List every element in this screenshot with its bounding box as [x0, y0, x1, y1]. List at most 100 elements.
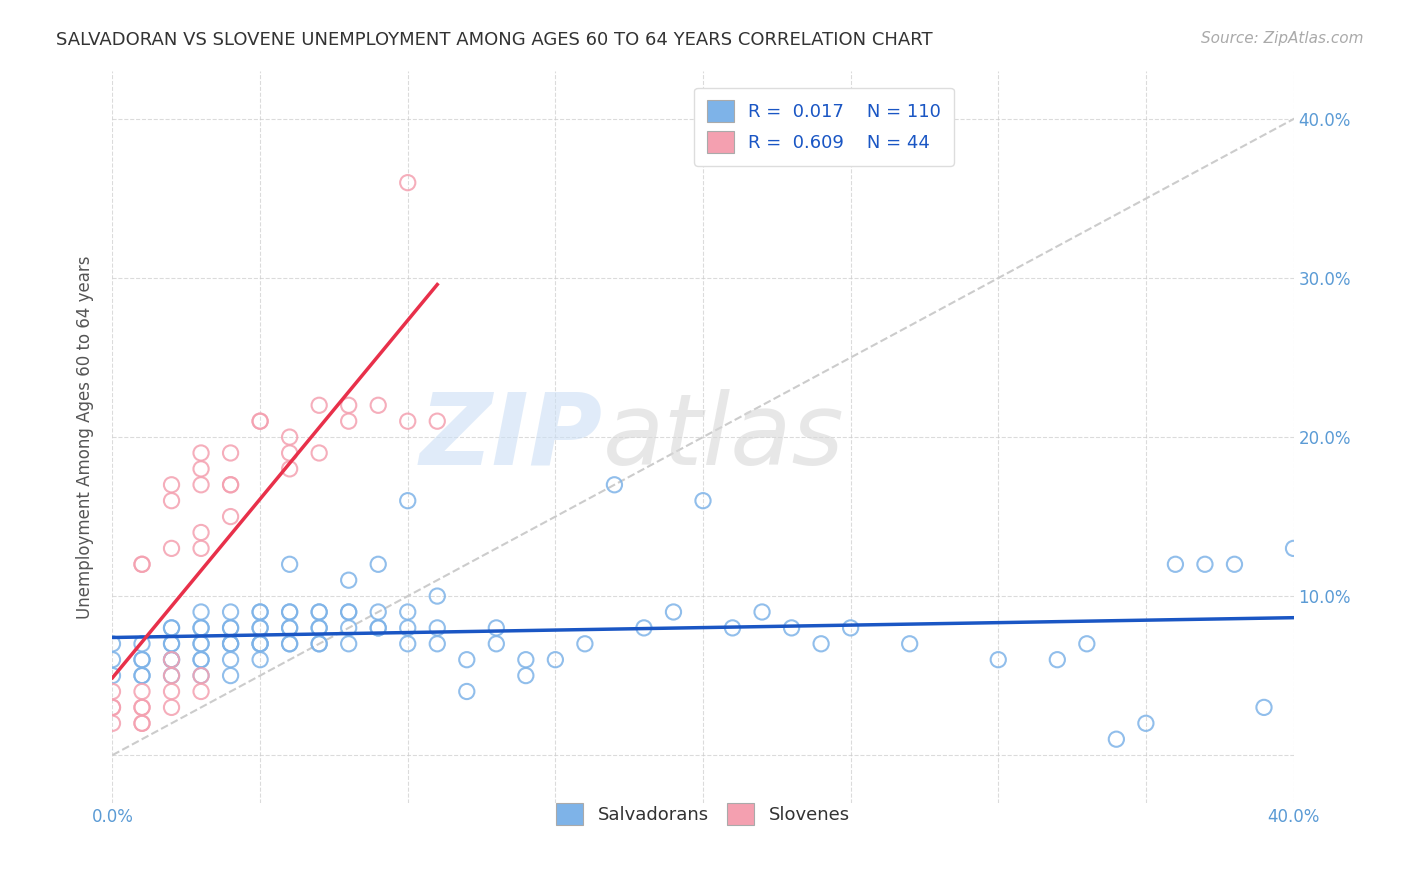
Point — [426, 414, 449, 428]
Point — [1105, 732, 1128, 747]
Point — [278, 446, 301, 460]
Point — [1076, 637, 1098, 651]
Point — [190, 605, 212, 619]
Point — [101, 637, 124, 651]
Point — [101, 716, 124, 731]
Point — [190, 637, 212, 651]
Point — [101, 700, 124, 714]
Point — [131, 700, 153, 714]
Point — [249, 637, 271, 651]
Point — [160, 684, 183, 698]
Point — [337, 414, 360, 428]
Point — [101, 700, 124, 714]
Point — [456, 684, 478, 698]
Point — [219, 477, 242, 491]
Point — [308, 446, 330, 460]
Point — [249, 621, 271, 635]
Text: Source: ZipAtlas.com: Source: ZipAtlas.com — [1201, 31, 1364, 46]
Point — [219, 621, 242, 635]
Point — [780, 621, 803, 635]
Point — [219, 637, 242, 651]
Point — [367, 558, 389, 572]
Point — [219, 653, 242, 667]
Point — [1194, 558, 1216, 572]
Point — [219, 621, 242, 635]
Point — [544, 653, 567, 667]
Point — [101, 684, 124, 698]
Point — [249, 637, 271, 651]
Point — [396, 493, 419, 508]
Point — [249, 605, 271, 619]
Point — [131, 700, 153, 714]
Text: ZIP: ZIP — [419, 389, 603, 485]
Point — [337, 398, 360, 412]
Point — [337, 621, 360, 635]
Point — [160, 668, 183, 682]
Point — [337, 637, 360, 651]
Point — [426, 621, 449, 635]
Point — [249, 621, 271, 635]
Point — [337, 605, 360, 619]
Point — [1223, 558, 1246, 572]
Point — [426, 589, 449, 603]
Point — [190, 637, 212, 651]
Point — [190, 446, 212, 460]
Point — [131, 684, 153, 698]
Point — [219, 477, 242, 491]
Text: SALVADORAN VS SLOVENE UNEMPLOYMENT AMONG AGES 60 TO 64 YEARS CORRELATION CHART: SALVADORAN VS SLOVENE UNEMPLOYMENT AMONG… — [56, 31, 932, 49]
Point — [367, 621, 389, 635]
Point — [249, 414, 271, 428]
Point — [160, 653, 183, 667]
Point — [249, 414, 271, 428]
Y-axis label: Unemployment Among Ages 60 to 64 years: Unemployment Among Ages 60 to 64 years — [76, 255, 94, 619]
Point — [190, 668, 212, 682]
Point — [367, 605, 389, 619]
Point — [160, 653, 183, 667]
Text: atlas: atlas — [603, 389, 844, 485]
Point — [278, 558, 301, 572]
Point — [485, 637, 508, 651]
Point — [160, 653, 183, 667]
Point — [190, 668, 212, 682]
Point — [160, 700, 183, 714]
Point — [131, 558, 153, 572]
Point — [131, 716, 153, 731]
Point — [337, 573, 360, 587]
Point — [396, 621, 419, 635]
Point — [603, 477, 626, 491]
Point — [426, 637, 449, 651]
Point — [751, 605, 773, 619]
Point — [219, 637, 242, 651]
Point — [515, 653, 537, 667]
Point — [633, 621, 655, 635]
Point — [101, 653, 124, 667]
Point — [190, 621, 212, 635]
Point — [485, 621, 508, 635]
Point — [278, 605, 301, 619]
Point — [190, 621, 212, 635]
Point — [308, 398, 330, 412]
Point — [219, 446, 242, 460]
Point — [396, 637, 419, 651]
Point — [190, 653, 212, 667]
Point — [160, 637, 183, 651]
Point — [308, 621, 330, 635]
Point — [131, 637, 153, 651]
Point — [160, 621, 183, 635]
Point — [160, 493, 183, 508]
Point — [396, 414, 419, 428]
Point — [219, 637, 242, 651]
Point — [367, 398, 389, 412]
Point — [278, 637, 301, 651]
Point — [1164, 558, 1187, 572]
Point — [721, 621, 744, 635]
Point — [219, 668, 242, 682]
Point — [278, 637, 301, 651]
Point — [190, 541, 212, 556]
Point — [101, 668, 124, 682]
Point — [190, 653, 212, 667]
Point — [810, 637, 832, 651]
Point — [219, 509, 242, 524]
Point — [131, 558, 153, 572]
Point — [131, 653, 153, 667]
